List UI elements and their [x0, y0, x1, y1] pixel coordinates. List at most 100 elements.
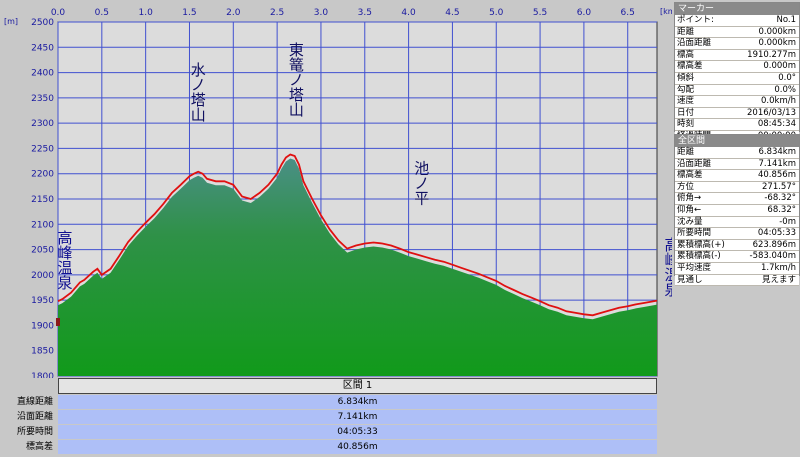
all-section-panel-row: 仰角← 68.32°	[675, 204, 799, 217]
x-axis-ticks: 0.0 0.5 1.0 1.5 2.0 2.5 3.0 3.5 4.0 4.5 5.0 5.5 6.0 6…	[51, 8, 635, 18]
all-section-panel-value: 68.32°	[767, 204, 796, 215]
section-summary-value: 7.141km	[58, 410, 657, 424]
all-section-panel-row: 俯角→ -68.32°	[675, 193, 799, 205]
marker-panel-label: ポイント:	[677, 15, 714, 25]
all-section-panel-value: 40.856m	[757, 170, 796, 181]
all-section-panel-label: 仰角←	[677, 204, 702, 215]
marker-panel-row: 日付 2016/03/13	[675, 107, 799, 120]
x-tick-label: 0.5	[95, 8, 109, 18]
all-section-panel-value: 623.896m	[752, 239, 796, 250]
section-summary-row: 所要時間 04:05:33	[0, 425, 660, 439]
all-section-panel-row: 平均速度 1.7km/h	[675, 262, 799, 275]
all-section-panel-label: 俯角→	[677, 193, 702, 204]
start-marker[interactable]	[56, 318, 60, 326]
all-section-panel-label: 累積標高(-)	[677, 251, 721, 262]
section-summary-row: 直線距離 6.834km	[0, 395, 660, 409]
all-section-panel-row: 累積標高(-) -583.040m	[675, 251, 799, 263]
y-tick-label: 1850	[31, 347, 54, 357]
all-section-panel-value: -68.32°	[764, 193, 796, 204]
all-section-panel-label: 見通し	[677, 274, 703, 285]
y-tick-label: 2450	[31, 43, 54, 53]
marker-panel-value: 1910.277m	[747, 49, 796, 60]
x-tick-label: 1.0	[138, 8, 153, 18]
annotation-label: 高峰温泉	[57, 229, 72, 292]
x-tick-label: 2.0	[226, 8, 241, 18]
marker-panel-row: ポイント: No.1	[675, 15, 799, 27]
all-section-panel-label: 平均速度	[677, 262, 712, 273]
y-tick-label: 1950	[31, 296, 54, 306]
all-section-panel-value: -583.040m	[749, 251, 797, 262]
all-section-panel-row: 距離 6.834km	[675, 147, 799, 159]
marker-panel-label: 距離	[677, 26, 695, 37]
marker-panel-label: 勾配	[677, 84, 695, 95]
elevation-area	[58, 158, 657, 376]
y-tick-label: 2000	[31, 271, 54, 281]
y-tick-label: 2100	[31, 220, 54, 230]
all-section-panel-label: 沿面距離	[677, 158, 712, 169]
marker-panel-value: 0.0°	[778, 72, 796, 83]
section-summary-row: 標高差 40.856m	[0, 440, 660, 454]
all-section-panel-row: 沿面距離 7.141km	[675, 158, 799, 171]
marker-panel-value: 2016/03/13	[747, 107, 796, 118]
all-section-panel-value: 271.57°	[762, 181, 796, 192]
marker-panel-row: 標高 1910.277m	[675, 49, 799, 62]
all-section-panel: 全区間 距離 6.834km 沿面距離 7.141km 標高差 40.856m 方位 271.…	[674, 134, 800, 287]
all-section-panel-row: 累積標高(+) 623.896m	[675, 239, 799, 252]
all-section-panel-value: -0m	[779, 216, 796, 227]
all-section-panel-row: 所要時間 04:05:33	[675, 228, 799, 240]
marker-panel-label: 速度	[677, 96, 695, 107]
section-summary: 直線距離 6.834km 沿面距離 7.141km 所要時間 04:05:33 標高差 40.…	[0, 395, 660, 457]
all-section-panel-label: 距離	[677, 147, 695, 157]
all-section-panel-label: 累積標高(+)	[677, 239, 725, 250]
marker-panel-row: 時刻 08:45:34	[675, 119, 799, 131]
y-tick-label: 2200	[31, 170, 54, 180]
all-section-panel-row: 方位 271.57°	[675, 181, 799, 194]
marker-panel-row: 勾配 0.0%	[675, 84, 799, 97]
section-summary-row: 沿面距離 7.141km	[0, 410, 660, 424]
marker-panel-label: 時刻	[677, 119, 695, 130]
marker-panel-label: 沿面距離	[677, 38, 712, 49]
x-tick-label: 6.0	[577, 8, 592, 18]
marker-panel-row: 速度 0.0km/h	[675, 96, 799, 108]
y-tick-label: 2500	[31, 18, 54, 28]
marker-panel-row: 距離 0.000km	[675, 26, 799, 39]
marker-panel-value: 08:45:34	[757, 119, 796, 130]
all-section-panel-label: 方位	[677, 181, 695, 192]
annotation-label: 池ノ平	[414, 160, 429, 208]
marker-panel-label: 標高差	[677, 61, 703, 72]
y-axis-ticks: 2500 2450 2400 2350 2300 2250 2200 2150 2100 2050…	[31, 18, 54, 378]
all-section-panel-label: 標高差	[677, 170, 703, 181]
y-unit-label: [m]	[4, 17, 18, 26]
all-section-panel-title: 全区間	[675, 135, 799, 147]
all-section-panel-row: 沈み量 -0m	[675, 216, 799, 229]
x-tick-label: 0.0	[51, 8, 66, 18]
annotation-label: 水ノ塔山	[191, 61, 206, 124]
x-tick-label: 1.5	[182, 8, 196, 18]
marker-panel-row: 傾斜 0.0°	[675, 72, 799, 85]
section-summary-value: 40.856m	[58, 440, 657, 454]
y-tick-label: 2400	[31, 69, 54, 79]
x-tick-label: 4.0	[401, 8, 416, 18]
elevation-line	[57, 153, 658, 317]
section-summary-label: 所要時間	[16, 427, 53, 437]
annotation-label: 東篭ノ塔山	[289, 41, 304, 119]
all-section-panel-value: 見えます	[761, 274, 796, 285]
marker-panel-title: マーカー	[675, 3, 799, 15]
all-section-panel-row: 見通し 見えます	[675, 274, 799, 287]
marker-panel-value: 0.000km	[758, 26, 796, 37]
all-section-panel-label: 沈み量	[677, 216, 703, 227]
y-tick-label: 1900	[31, 321, 54, 331]
all-section-panel-value: 6.834km	[758, 147, 796, 157]
marker-panel-label: 標高	[677, 49, 695, 60]
x-tick-label: 6.5	[621, 8, 635, 18]
section-header: 区間 1	[58, 378, 657, 394]
y-tick-label: 2250	[31, 144, 54, 154]
x-tick-label: 3.0	[314, 8, 329, 18]
marker-panel-value: No.1	[776, 15, 796, 25]
section-summary-value: 04:05:33	[58, 425, 657, 439]
all-section-panel-value: 7.141km	[758, 158, 796, 169]
elevation-chart: 2500 2450 2400 2350 2300 2250 2200 2150 2100 2050…	[4, 7, 672, 378]
y-tick-label: 2300	[31, 119, 54, 129]
y-tick-label: 2350	[31, 94, 54, 104]
